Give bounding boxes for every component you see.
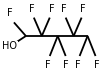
Text: F: F — [29, 4, 35, 14]
Text: HO: HO — [2, 41, 18, 51]
Text: F: F — [49, 4, 55, 14]
Text: F: F — [80, 4, 85, 14]
Text: F: F — [61, 4, 66, 14]
Text: F: F — [63, 60, 68, 70]
Text: F: F — [45, 60, 51, 70]
Text: F: F — [94, 60, 99, 70]
Text: F: F — [7, 8, 13, 18]
Text: F: F — [75, 60, 80, 70]
